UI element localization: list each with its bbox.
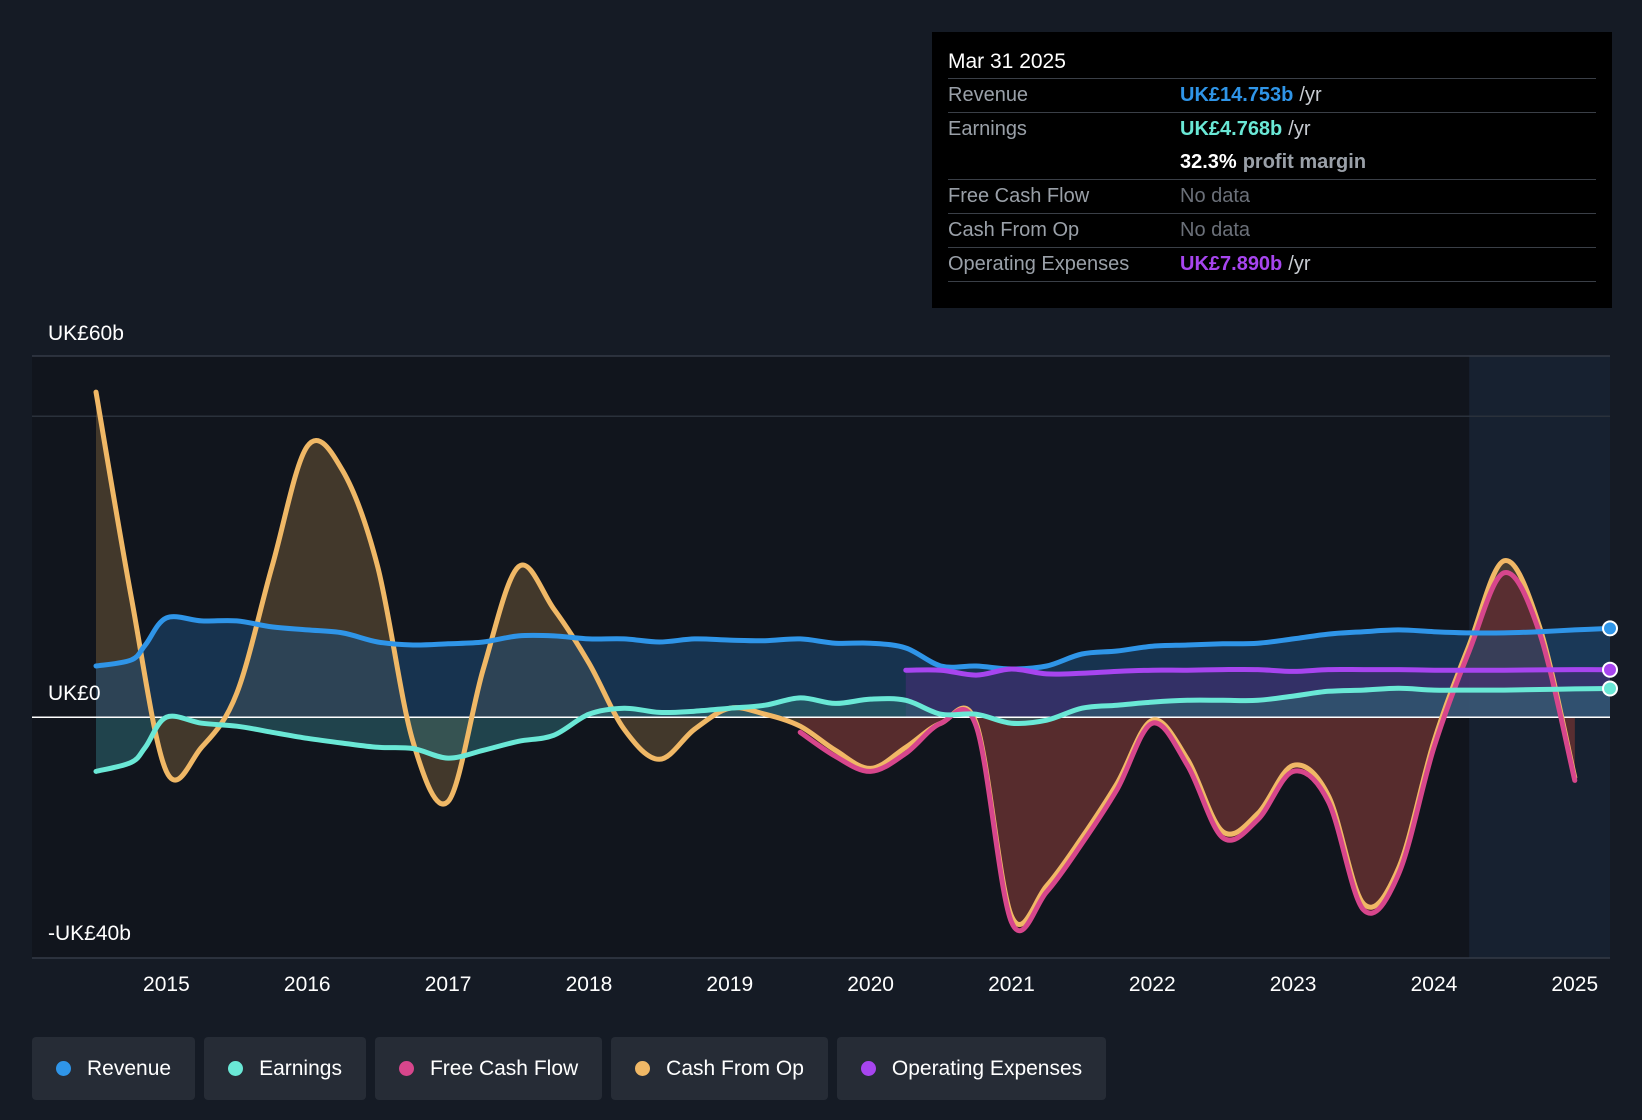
tooltip-value: UK£14.753b (1180, 84, 1294, 106)
legend-dot-icon (56, 1061, 71, 1076)
legend-item-earnings[interactable]: Earnings (204, 1037, 366, 1100)
legend-item-operating-expenses[interactable]: Operating Expenses (836, 1037, 1107, 1100)
legend-label: Cash From Op (666, 1056, 804, 1080)
y-label-top: UK£60b (48, 322, 124, 345)
x-tick-label: 2015 (143, 973, 190, 996)
y-label-zero: UK£0 (48, 682, 101, 705)
x-tick-label: 2018 (566, 973, 613, 996)
free-cash-flow-area (800, 572, 1575, 931)
tooltip-label: Cash From Op (948, 219, 1080, 241)
x-tick-label: 2019 (706, 973, 753, 996)
tooltip-row-opex: Operating Expenses UK£7.890b /yr (948, 247, 1596, 282)
earnings-line (93, 685, 1613, 774)
x-tick-label: 2016 (284, 973, 331, 996)
tooltip-date: Mar 31 2025 (948, 50, 1066, 73)
end-markers (1602, 620, 1618, 697)
legend-dot-icon (228, 1061, 244, 1076)
x-tick-label: 2017 (425, 973, 472, 996)
tooltip-unit: /yr (1288, 253, 1311, 275)
tooltip-row-revenue: Revenue UK£14.753b /yr (948, 78, 1596, 112)
legend-dot-icon (398, 1061, 414, 1076)
legend-item-free-cash-flow[interactable]: Free Cash Flow (374, 1037, 603, 1100)
tooltip-value: No data (1180, 219, 1251, 241)
tooltip-row-fcf: Free Cash Flow No data (948, 179, 1596, 213)
tooltip-unit: /yr (1288, 118, 1311, 140)
legend-item-revenue[interactable]: Revenue (32, 1037, 196, 1100)
revenue-end-marker (1602, 620, 1618, 637)
x-axis-ticks: 2015 2016 2017 2018 2019 2020 2021 2022 2023 2024… (143, 973, 1598, 996)
legend-dot-icon (860, 1061, 876, 1076)
legend-label: Operating Expenses (891, 1056, 1083, 1080)
tooltip-label: Revenue (948, 84, 1029, 106)
x-tick-label: 2025 (1551, 973, 1598, 996)
x-tick-label: 2024 (1411, 973, 1458, 996)
tooltip-value: No data (1180, 185, 1251, 207)
legend-label: Free Cash Flow (429, 1056, 579, 1080)
operating-expenses-end-marker (1602, 661, 1618, 678)
tooltip-label: Earnings (948, 118, 1027, 140)
tooltip-label: Free Cash Flow (948, 185, 1090, 207)
operating-expenses-line (903, 666, 1613, 678)
legend: Revenue Earnings Free Cash Flow Cash Fro… (32, 1037, 1107, 1100)
legend-dot-icon (635, 1061, 651, 1076)
x-tick-label: 2022 (1129, 973, 1176, 996)
tooltip-value: UK£4.768b (1180, 118, 1283, 140)
tooltip-row-earnings: Earnings UK£4.768b /yr (948, 112, 1596, 146)
tooltip-margin-text: profit margin (1242, 151, 1367, 173)
tooltip-label: Operating Expenses (948, 253, 1130, 275)
legend-item-cash-from-op[interactable]: Cash From Op (611, 1037, 828, 1100)
x-tick-label: 2021 (988, 973, 1035, 996)
tooltip-row-cfo: Cash From Op No data (948, 213, 1596, 247)
y-label-bottom: -UK£40b (48, 922, 131, 945)
earnings-end-marker (1602, 680, 1618, 697)
series-lines (93, 389, 1613, 934)
legend-label: Revenue (87, 1056, 172, 1080)
tooltip-value: UK£7.890b (1180, 253, 1283, 275)
financial-chart: UK£60b UK£0 -UK£40b 2015 2016 2017 2018 2019… (32, 322, 1618, 996)
x-tick-label: 2020 (847, 973, 894, 996)
free-cash-flow-line (797, 570, 1578, 934)
tooltip-row-margin: 32.3% profit margin (948, 146, 1596, 179)
tooltip-margin-value: 32.3% (1180, 151, 1237, 173)
legend-label: Earnings (259, 1056, 342, 1080)
x-tick-label: 2023 (1270, 973, 1317, 996)
revenue-line (93, 614, 1613, 672)
tooltip-panel: Mar 31 2025 Revenue UK£14.753b /yr Earni… (932, 32, 1612, 308)
tooltip-unit: /yr (1299, 84, 1322, 106)
